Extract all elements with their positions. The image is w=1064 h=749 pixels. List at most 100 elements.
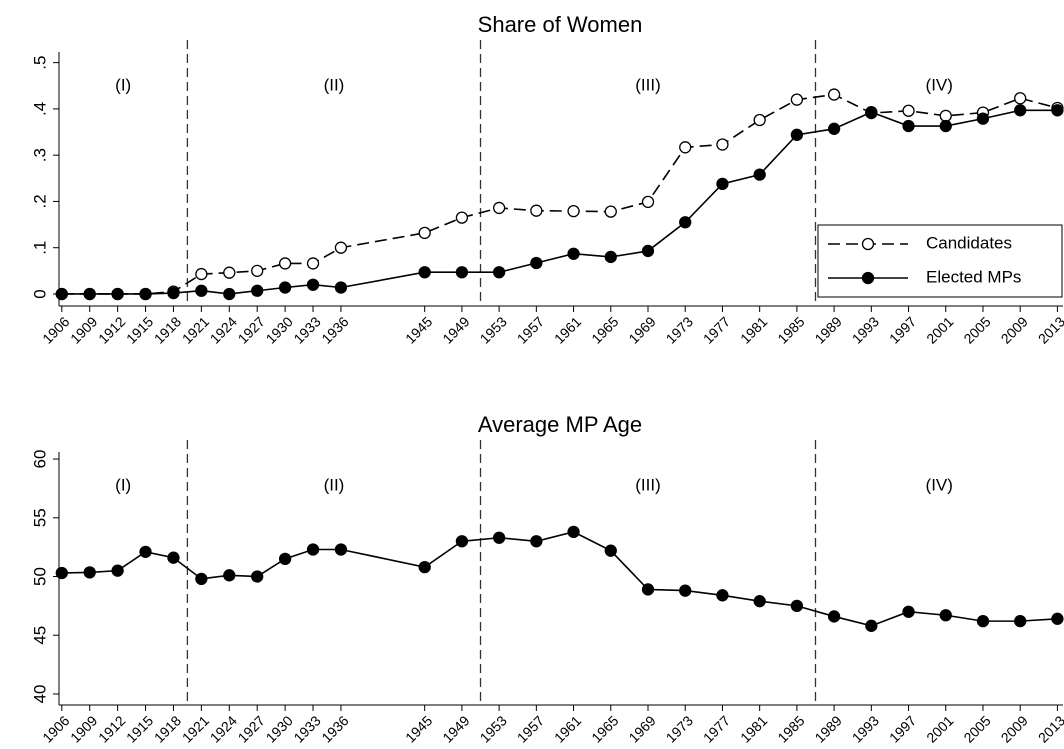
- legend-label: Candidates: [926, 233, 1012, 252]
- x-tick-label: 1915: [123, 712, 156, 745]
- y-tick-label: 45: [30, 626, 49, 645]
- data-point: [492, 266, 506, 279]
- x-tick-label: 1973: [663, 313, 696, 346]
- data-point: [223, 569, 236, 582]
- x-tick-label: 1918: [151, 712, 184, 745]
- data-point: [455, 535, 469, 548]
- data-point: [278, 281, 292, 294]
- data-point: [641, 244, 655, 258]
- x-tick-label: 1965: [588, 313, 621, 346]
- x-tick-label: 1981: [737, 313, 770, 346]
- data-point: [306, 278, 320, 291]
- x-tick-label: 1977: [700, 712, 733, 745]
- data-point: [492, 531, 506, 544]
- period-label: (III): [635, 475, 661, 494]
- y-tick-label: 50: [30, 567, 49, 586]
- legend-marker: [861, 271, 875, 285]
- data-point: [827, 122, 841, 135]
- data-point: [753, 168, 766, 181]
- y-tick-label: 55: [30, 508, 49, 527]
- data-point: [790, 128, 804, 141]
- x-tick-label: 1927: [235, 712, 268, 745]
- data-point: [306, 257, 320, 270]
- x-tick-label: 2005: [960, 712, 993, 745]
- x-tick-label: 1906: [39, 313, 72, 346]
- x-tick-label: 1915: [123, 313, 156, 346]
- data-point: [827, 610, 841, 623]
- data-point: [278, 552, 292, 566]
- x-tick-label: 1993: [849, 313, 882, 346]
- period-label: (I): [115, 75, 131, 94]
- data-point: [753, 113, 766, 127]
- legend-marker: [861, 237, 875, 251]
- x-tick-label: 1927: [235, 313, 268, 346]
- x-tick-label: 1985: [774, 313, 807, 346]
- data-point: [865, 619, 878, 632]
- period-label: (II): [324, 475, 345, 494]
- x-tick-label: 1985: [774, 712, 807, 745]
- data-point: [716, 138, 729, 151]
- y-tick-label: .3: [30, 148, 49, 162]
- x-tick-label: 1924: [207, 313, 240, 346]
- data-point: [83, 287, 96, 301]
- y-tick-label: .5: [30, 56, 49, 70]
- data-point: [139, 545, 152, 558]
- data-point: [753, 595, 766, 608]
- data-point: [790, 599, 804, 613]
- data-point: [111, 564, 124, 577]
- data-point: [1014, 614, 1027, 628]
- data-point: [83, 566, 96, 579]
- x-tick-label: 1981: [737, 712, 770, 745]
- x-tick-label: 1953: [477, 313, 510, 346]
- data-point: [604, 205, 617, 218]
- x-tick-label: 1945: [402, 313, 435, 346]
- x-tick-label: 2009: [998, 313, 1031, 346]
- x-tick-label: 1977: [700, 313, 733, 346]
- x-tick-label: 1933: [290, 313, 323, 346]
- data-point: [418, 560, 431, 574]
- data-point: [167, 286, 180, 300]
- y-tick-label: 0: [30, 289, 49, 298]
- data-point: [195, 267, 208, 281]
- x-tick-label: 1965: [588, 712, 621, 745]
- data-point: [334, 241, 348, 254]
- x-tick-label: 2001: [923, 313, 956, 346]
- period-label: (I): [115, 475, 131, 494]
- data-point: [790, 93, 804, 106]
- y-tick-label: .2: [30, 194, 49, 208]
- data-point: [418, 266, 431, 279]
- data-point: [251, 284, 264, 297]
- x-tick-label: 1936: [318, 313, 351, 346]
- data-point: [1014, 104, 1027, 117]
- data-point: [1051, 612, 1064, 625]
- data-point: [455, 211, 469, 224]
- data-point: [223, 266, 236, 279]
- data-point: [604, 544, 617, 557]
- data-point: [139, 287, 152, 301]
- data-point: [641, 195, 655, 209]
- data-point: [939, 609, 952, 622]
- data-point: [567, 205, 580, 218]
- data-point: [902, 119, 915, 133]
- data-point: [195, 572, 208, 586]
- period-label: (IV): [926, 475, 953, 494]
- data-point: [111, 287, 124, 301]
- x-tick-label: 1936: [318, 712, 351, 745]
- data-point: [641, 583, 655, 596]
- x-tick-label: 1912: [95, 712, 128, 745]
- x-tick-label: 1973: [663, 712, 696, 745]
- data-point: [251, 570, 264, 583]
- x-tick-label: 1924: [207, 712, 240, 745]
- data-point: [716, 177, 729, 191]
- x-tick-label: 1949: [439, 712, 472, 745]
- data-point: [55, 287, 68, 301]
- data-point: [902, 605, 915, 618]
- x-tick-label: 2013: [1035, 313, 1064, 346]
- x-tick-label: 1949: [439, 313, 472, 346]
- x-tick-label: 1930: [263, 313, 296, 346]
- x-tick-label: 1953: [477, 712, 510, 745]
- x-tick-label: 2009: [998, 712, 1031, 745]
- data-point: [251, 264, 264, 277]
- x-tick-label: 1918: [151, 313, 184, 346]
